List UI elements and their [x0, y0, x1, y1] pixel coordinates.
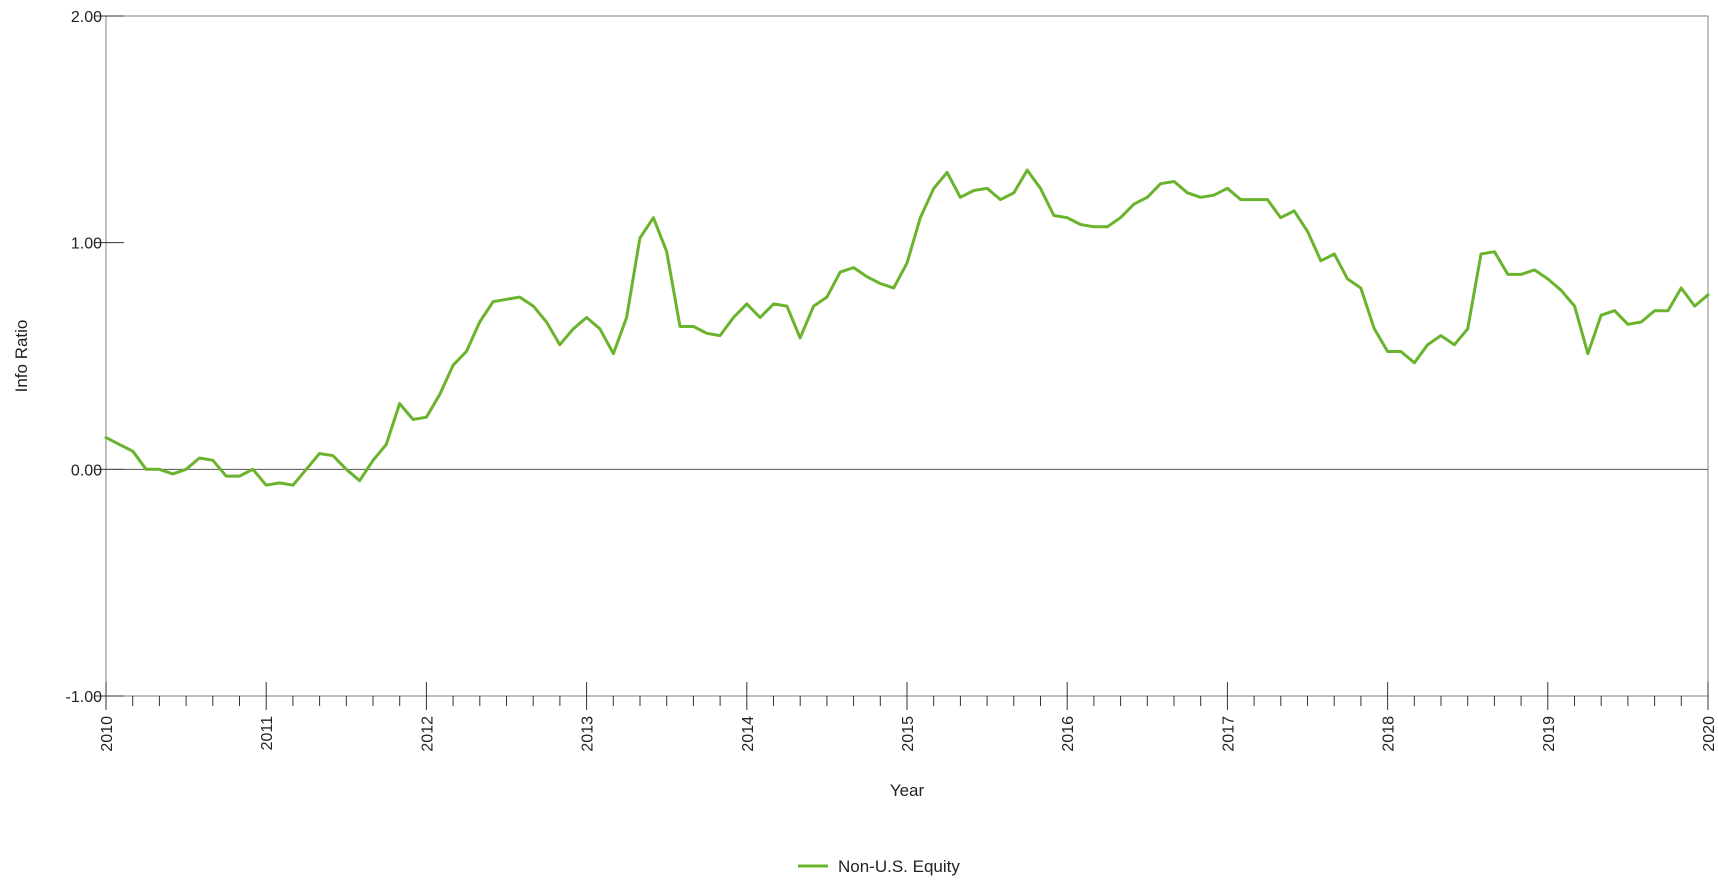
axis-ticks: -1.00 0.00 1.00 2.00 2010 2011 2012 2013 2014 201… [66, 9, 1718, 752]
legend-label-non-us-equity: Non-U.S. Equity [838, 857, 960, 876]
x-tick-label-2020: 2020 [1701, 716, 1718, 752]
series-line-0 [104, 168, 1710, 487]
y-tick-label-3: 2.00 [71, 9, 102, 26]
legend: Non-U.S. Equity [798, 857, 960, 876]
y-tick-label-0: -1.00 [66, 689, 103, 706]
x-tick-label-2017: 2017 [1220, 716, 1237, 752]
y-tick-label-2: 1.00 [71, 236, 102, 253]
y-tick-label-1: 0.00 [71, 462, 102, 479]
x-tick-label-2014: 2014 [740, 716, 757, 752]
x-tick-label-2016: 2016 [1060, 716, 1077, 752]
plot-area-frame [105, 15, 1709, 697]
x-tick-label-2019: 2019 [1541, 716, 1558, 752]
x-axis-label: Year [890, 781, 925, 800]
x-tick-label-2010: 2010 [99, 716, 116, 752]
x-tick-label-2012: 2012 [419, 716, 436, 752]
x-tick-label-2011: 2011 [259, 716, 276, 751]
y-axis-label: Info Ratio [12, 320, 31, 393]
x-tick-label-2013: 2013 [580, 716, 597, 752]
series-layer [104, 168, 1710, 487]
x-tick-label-2015: 2015 [900, 716, 917, 752]
x-tick-label-2018: 2018 [1381, 716, 1398, 752]
